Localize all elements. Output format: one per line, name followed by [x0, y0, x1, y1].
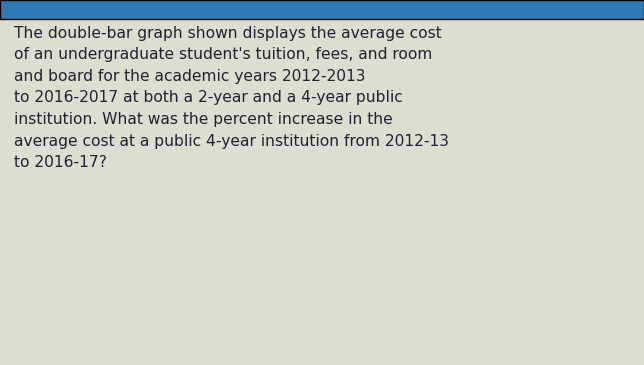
- Text: The double-bar graph shown displays the average cost
of an undergraduate student: The double-bar graph shown displays the …: [14, 26, 449, 170]
